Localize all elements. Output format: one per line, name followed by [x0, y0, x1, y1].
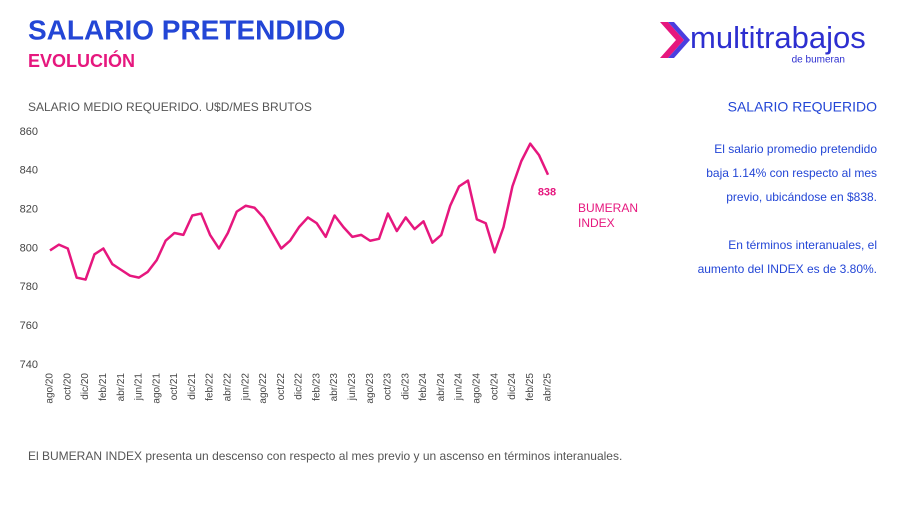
sidebar-text: En términos interanuales, el	[728, 238, 877, 252]
x-tick-label: abr/24	[436, 373, 447, 402]
y-tick-label: 780	[20, 281, 38, 293]
sidebar-text: previo, ubicándose en $838.	[726, 190, 877, 204]
x-tick-label: feb/22	[205, 373, 216, 401]
x-tick-label: ago/22	[258, 373, 269, 404]
x-tick-label: feb/24	[418, 373, 429, 401]
x-tick-label: abr/22	[222, 373, 233, 402]
x-tick-label: jun/23	[347, 373, 358, 402]
y-tick-label: 740	[20, 359, 38, 371]
x-tick-label: oct/20	[62, 373, 73, 401]
x-tick-label: oct/24	[489, 373, 500, 401]
x-tick-label: dic/23	[400, 373, 411, 400]
x-tick-label: feb/23	[311, 373, 322, 401]
x-tick-label: oct/22	[276, 373, 287, 401]
sidebar-text: aumento del INDEX es de 3.80%.	[698, 262, 877, 276]
x-tick-label: dic/21	[187, 373, 198, 400]
x-tick-label: ago/24	[471, 373, 482, 404]
x-tick-label: jun/21	[134, 373, 145, 402]
subtitle: EVOLUCIÓN	[28, 50, 135, 71]
x-tick-label: ago/23	[365, 373, 376, 404]
x-tick-label: feb/25	[525, 373, 536, 401]
y-tick-label: 840	[20, 165, 38, 177]
y-tick-label: 800	[20, 242, 38, 254]
x-tick-label: ago/21	[151, 373, 162, 404]
y-tick-label: 820	[20, 204, 38, 216]
x-tick-label: dic/20	[80, 373, 91, 400]
x-tick-label: dic/24	[507, 373, 518, 400]
logo-icon-b	[668, 22, 690, 58]
value-label: 838	[538, 187, 556, 199]
sidebar-text: El salario promedio pretendido	[714, 142, 877, 156]
chart-title: SALARIO MEDIO REQUERIDO. U$D/MES BRUTOS	[28, 100, 312, 114]
x-tick-label: ago/20	[45, 373, 56, 404]
x-tick-label: dic/22	[294, 373, 305, 400]
x-tick-label: jun/22	[240, 373, 251, 402]
sidebar-heading: SALARIO REQUERIDO	[728, 99, 877, 115]
x-tick-label: abr/25	[543, 373, 554, 402]
y-tick-label: 760	[20, 320, 38, 332]
logo-name: multitrabajos	[690, 20, 866, 55]
legend-label: BUMERAN INDEX	[578, 201, 638, 230]
logo-tagline: de bumeran	[792, 55, 845, 66]
x-tick-label: oct/23	[383, 373, 394, 401]
y-tick-label: 860	[20, 126, 38, 138]
x-tick-label: oct/21	[169, 373, 180, 401]
x-tick-label: abr/23	[329, 373, 340, 402]
title: SALARIO PRETENDIDO	[28, 14, 345, 45]
sidebar-text: baja 1.14% con respecto al mes	[706, 166, 877, 180]
footnote: El BUMERAN INDEX presenta un descenso co…	[28, 449, 622, 463]
x-tick-label: jun/24	[454, 373, 465, 402]
logo-icon	[660, 22, 684, 58]
x-tick-label: feb/21	[98, 373, 109, 401]
series-line	[49, 142, 550, 281]
x-tick-label: abr/21	[116, 373, 127, 402]
